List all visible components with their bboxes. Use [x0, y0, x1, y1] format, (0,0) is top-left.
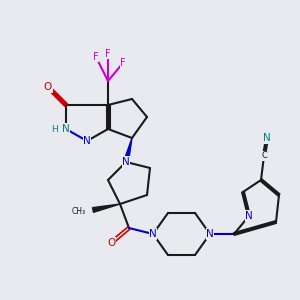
- Text: F: F: [93, 52, 99, 62]
- Text: N: N: [245, 211, 253, 221]
- Text: O: O: [107, 238, 115, 248]
- Text: O: O: [44, 82, 52, 92]
- Text: CH₃: CH₃: [71, 207, 85, 216]
- Text: N: N: [263, 133, 271, 143]
- Polygon shape: [92, 204, 120, 212]
- Text: N: N: [122, 157, 130, 167]
- Text: C: C: [261, 152, 267, 160]
- Text: F: F: [120, 58, 126, 68]
- Text: N: N: [149, 229, 157, 239]
- Text: F: F: [105, 49, 111, 59]
- Text: H: H: [51, 124, 58, 134]
- Polygon shape: [124, 138, 132, 163]
- Text: N: N: [62, 124, 70, 134]
- Text: N: N: [83, 136, 91, 146]
- Text: N: N: [206, 229, 214, 239]
